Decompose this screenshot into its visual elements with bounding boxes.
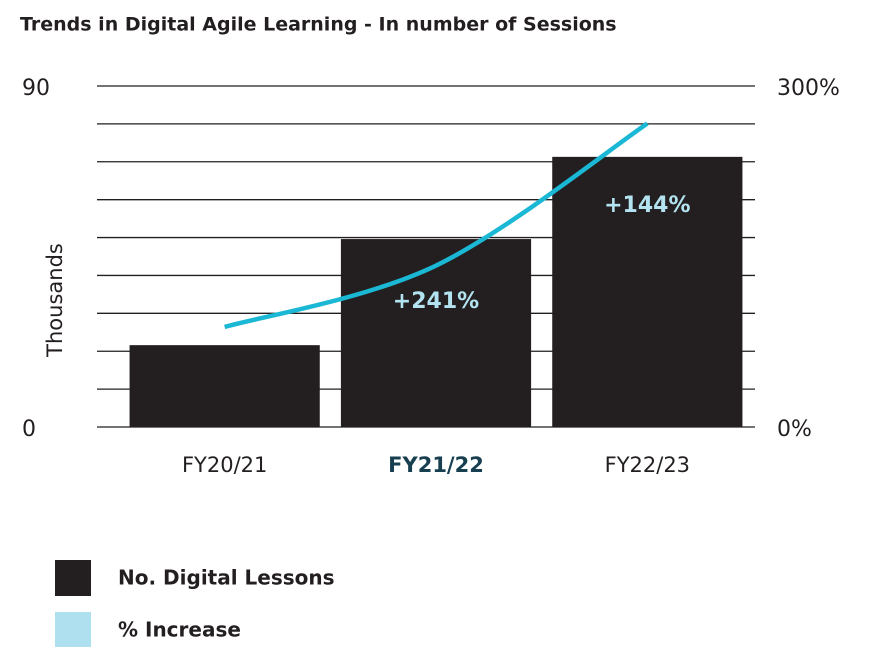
y-tick-label: 0	[22, 417, 36, 442]
legend-label: % Increase	[118, 618, 241, 642]
bar	[129, 345, 320, 427]
chart-title: Trends in Digital Agile Learning - In nu…	[20, 14, 617, 36]
y-tick-label: 90	[22, 76, 50, 101]
bar	[552, 156, 743, 427]
legend-label: No. Digital Lessons	[118, 566, 335, 590]
x-tick-label: FY20/21	[182, 453, 267, 477]
y-axis-label: Thousands	[43, 243, 67, 358]
x-tick-label: FY22/23	[605, 453, 690, 477]
bar-label: +241%	[393, 289, 479, 314]
x-tick-label: FY21/22	[388, 453, 484, 477]
y2-tick-label: 300%	[777, 76, 840, 101]
legend-swatch	[55, 560, 91, 596]
y2-tick-label: 0%	[777, 417, 812, 442]
line	[224, 121, 649, 330]
bar	[340, 239, 532, 427]
legend-swatch	[55, 612, 91, 647]
bar-label: +144%	[604, 193, 690, 218]
